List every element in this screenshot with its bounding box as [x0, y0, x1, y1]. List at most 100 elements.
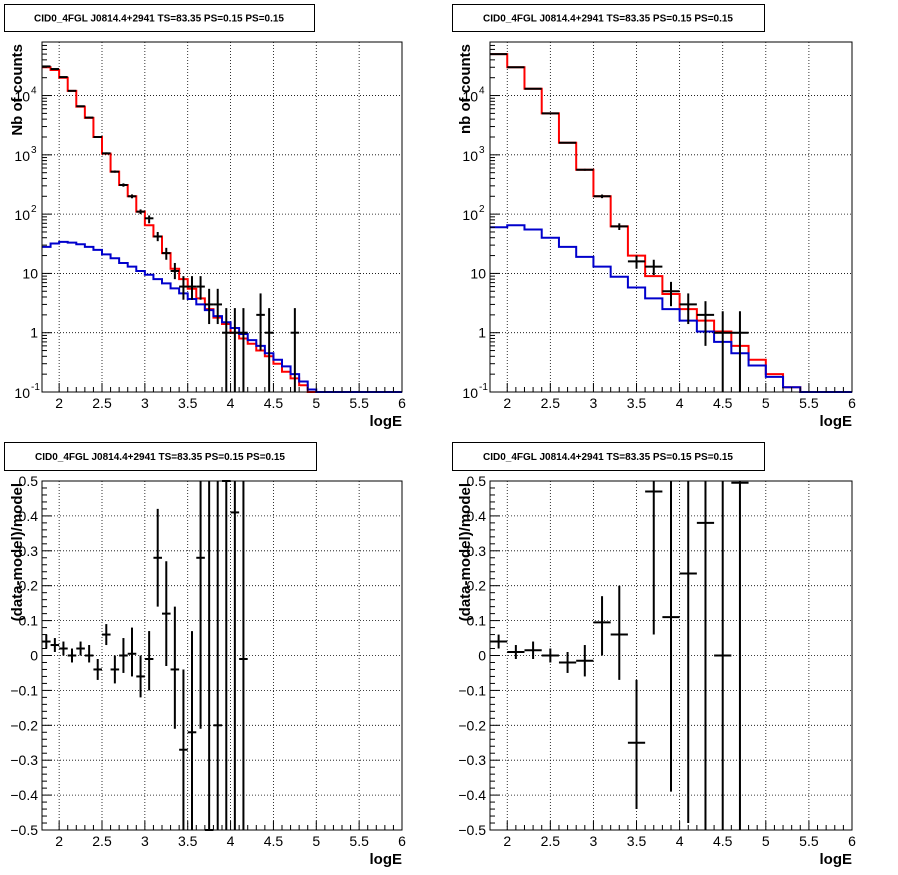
chart-panel-2: CID0_4FGL J0814.4+2941 TS=83.35 PS=0.15 … [452, 4, 856, 430]
chart-panel-3: CID0_4FGL J0814.4+2941 TS=83.35 PS=0.15 … [4, 442, 406, 868]
x-tick-label: 4.5 [264, 395, 284, 411]
data-point [67, 648, 77, 663]
data-point [576, 645, 594, 677]
data-point [662, 481, 680, 792]
data-point [93, 658, 102, 680]
data-point [213, 288, 222, 325]
data-point [239, 481, 248, 830]
data-point [59, 641, 68, 656]
data-point [679, 481, 697, 824]
y-tick-label: 10 [462, 89, 478, 105]
x-tick-label: 5 [762, 395, 770, 411]
data-point [731, 311, 749, 392]
data-point [204, 481, 214, 831]
axis-ticks [42, 480, 403, 831]
data-point [610, 223, 628, 230]
data-point [558, 652, 577, 673]
data-point [196, 276, 205, 300]
data-point [50, 638, 60, 653]
data-point [576, 168, 594, 171]
data-point [127, 194, 137, 199]
y-tick-exponent: 4 [479, 86, 485, 97]
data-point [136, 655, 145, 698]
data-point [144, 215, 154, 224]
y-tick-label: 10 [470, 265, 486, 281]
y-tick-label: −0.2 [10, 717, 38, 733]
x-tick-label: 3 [141, 833, 149, 849]
x-tick-label: 4.5 [713, 833, 733, 849]
y-tick-label: 1 [478, 325, 486, 341]
data-point [645, 259, 663, 276]
chart-title: CID0_4FGL J0814.4+2941 TS=83.35 PS=0.15 … [483, 452, 733, 463]
x-tick-label: 4.5 [713, 395, 733, 411]
data-point [136, 209, 145, 215]
grid-lines [42, 481, 402, 830]
data-point [230, 308, 240, 392]
grid-lines [490, 42, 852, 392]
plot-frame [41, 41, 403, 393]
y-tick-label: 0.1 [467, 613, 487, 629]
y-tick-label: 10 [14, 89, 30, 105]
data-point [204, 288, 214, 325]
data-point [119, 183, 128, 187]
x-tick-label: 2 [503, 395, 511, 411]
y-tick-label: −0.5 [458, 822, 486, 838]
data-point [119, 638, 128, 673]
data-point [558, 141, 577, 144]
chart-title-box [4, 4, 315, 32]
data-point [213, 481, 222, 830]
x-tick-label: 6 [848, 395, 856, 411]
data-point [714, 481, 732, 830]
data-point [610, 585, 628, 680]
data-point [662, 281, 680, 307]
chart-panel-4: CID0_4FGL J0814.4+2941 TS=83.35 PS=0.15 … [452, 442, 856, 868]
data-point [731, 481, 749, 830]
axis-ticks [490, 41, 853, 393]
data-point [179, 669, 188, 830]
data-point [239, 308, 248, 392]
y-tick-label: 10 [14, 148, 30, 164]
data-point [679, 293, 697, 325]
y-axis-title: (data-model)/model [457, 483, 474, 621]
x-tick-label: 6 [398, 395, 406, 411]
data-point [162, 247, 171, 260]
y-tick-exponent: 4 [31, 86, 37, 97]
plot-frame [489, 41, 853, 393]
y-tick-label: −0.1 [458, 682, 486, 698]
data-point [593, 194, 611, 199]
data-point [59, 76, 68, 79]
x-tick-label: 2 [503, 833, 511, 849]
data-point [290, 308, 300, 392]
data-point [127, 627, 137, 677]
y-axis-title: nb of counts [457, 44, 474, 134]
x-tick-label: 5.5 [349, 395, 369, 411]
y-tick-label: −0.4 [10, 787, 38, 803]
axis-ticks [490, 480, 853, 831]
x-tick-label: 2.5 [92, 833, 112, 849]
data-point [696, 301, 715, 346]
y-tick-label: 0.1 [19, 613, 39, 629]
x-tick-label: 5 [762, 833, 770, 849]
x-axis-title: logE [370, 851, 403, 868]
y-tick-exponent: -1 [479, 382, 488, 393]
y-tick-label: 10 [462, 148, 478, 164]
x-tick-label: 3.5 [178, 395, 198, 411]
y-tick-label: 0.5 [467, 473, 487, 489]
x-tick-label: 2 [55, 395, 63, 411]
x-tick-label: 4.5 [264, 833, 284, 849]
y-axis-title: Nb of counts [9, 44, 26, 136]
y-tick-label: 10 [462, 385, 478, 401]
data-point [541, 648, 559, 663]
data-point [170, 606, 180, 729]
x-tick-label: 3 [590, 395, 598, 411]
data-point [76, 641, 85, 656]
y-tick-label: 0.3 [19, 543, 39, 559]
data-point [170, 262, 180, 280]
x-tick-label: 6 [398, 833, 406, 849]
data-point [179, 276, 188, 300]
data-point [541, 112, 559, 115]
y-tick-exponent: 2 [479, 204, 485, 215]
histogram-line-1 [490, 53, 852, 393]
x-tick-label: 2.5 [541, 395, 561, 411]
y-tick-label: 1 [30, 325, 38, 341]
